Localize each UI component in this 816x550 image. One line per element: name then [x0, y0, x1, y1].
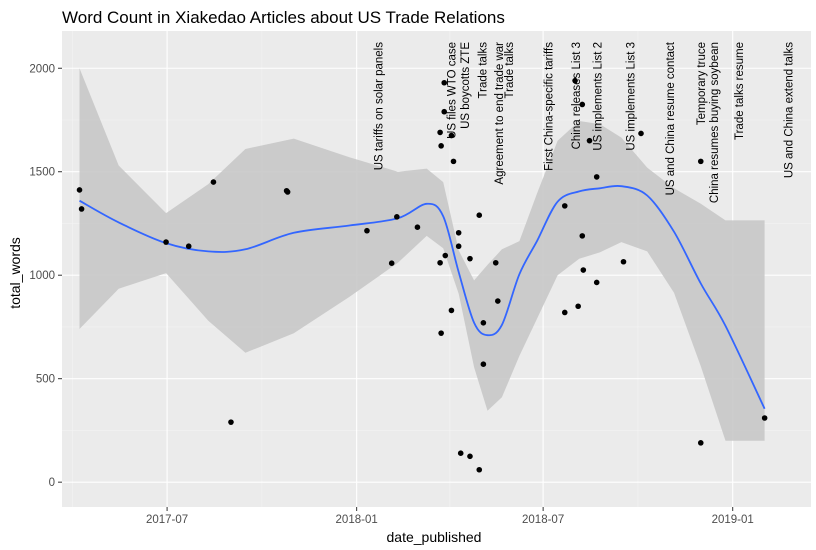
y-tick-label: 1000 [29, 270, 55, 282]
data-point [448, 132, 455, 139]
data-point [450, 158, 457, 165]
x-tick-label: 2018-07 [522, 514, 564, 526]
data-point [480, 361, 487, 368]
y-tick-label: 0 [49, 477, 55, 489]
data-point [638, 130, 644, 137]
data-point [394, 214, 400, 220]
data-point [476, 212, 483, 218]
smooth-trend [79, 184, 766, 410]
data-point [476, 466, 483, 473]
data-point [438, 330, 444, 336]
data-point [185, 243, 192, 250]
data-point [579, 101, 586, 108]
data-point [414, 224, 421, 230]
x-tick-label: 2018-01 [336, 514, 378, 526]
data-point [441, 79, 448, 86]
data-point [495, 298, 501, 304]
event-label: First China-specific tariffs [543, 42, 555, 171]
x-axis-title: date_published [387, 529, 482, 545]
event-label: Trade talks [477, 42, 489, 99]
data-point [480, 320, 487, 326]
data-point [467, 255, 473, 262]
event-label: US and China extend talks [783, 42, 795, 178]
data-points [76, 77, 768, 473]
data-point [561, 309, 568, 316]
data-point [364, 227, 370, 234]
y-axis-title: total_words [7, 237, 23, 309]
event-label: US and China resume contact [665, 41, 677, 195]
data-point [580, 267, 587, 273]
data-point [620, 258, 627, 265]
data-point [579, 233, 586, 239]
data-point [697, 440, 704, 446]
data-point [593, 174, 600, 180]
data-point [284, 189, 291, 195]
data-point [442, 252, 449, 259]
event-label: Temporary truce [696, 42, 708, 125]
data-point [228, 419, 234, 425]
event-label: US files WTO case [446, 42, 458, 139]
data-point [455, 229, 462, 236]
event-label: US boycotts ZTE [460, 42, 472, 129]
data-point [572, 77, 578, 84]
data-point [586, 137, 593, 144]
chart-title: Word Count in Xiakedao Articles about US… [62, 8, 505, 27]
event-label: Trade talks [504, 42, 516, 99]
data-point [697, 158, 704, 165]
event-label: US tariffs on solar panels [373, 42, 385, 171]
confidence-band [79, 68, 765, 441]
event-label: China releases List 3 [571, 42, 583, 149]
x-tick-label: 2019-01 [712, 514, 754, 526]
axes: 0 500 1000 1500 2000 2017-07 2018-01 2018-07 201… [29, 63, 753, 526]
event-label: US implements List 3 [626, 42, 638, 151]
data-point [441, 108, 448, 115]
data-point [78, 206, 85, 212]
event-labels: US tariffs on solar panels US files WTO c… [373, 41, 795, 203]
data-point [561, 203, 568, 209]
data-point [438, 143, 444, 149]
x-tick-label: 2017-07 [146, 514, 188, 526]
confidence-band-area [79, 68, 765, 441]
data-point [492, 259, 499, 266]
data-point [76, 187, 83, 193]
data-point [593, 279, 600, 286]
event-label: Agreement to end trade war [494, 42, 506, 185]
data-point [448, 307, 455, 314]
y-tick-label: 2000 [29, 63, 55, 75]
data-point [437, 129, 443, 136]
data-point [467, 453, 473, 460]
data-point [437, 259, 443, 266]
data-point [163, 239, 169, 245]
event-label: China resumes buying soybean [709, 42, 721, 203]
event-label: US implements List 2 [593, 42, 605, 151]
event-label: Trade talks resume [734, 42, 746, 140]
data-point [761, 415, 768, 421]
data-point [388, 260, 395, 267]
data-point [575, 303, 581, 310]
smooth-trend-line [79, 184, 766, 410]
y-tick-label: 500 [36, 374, 55, 386]
data-point [457, 450, 464, 456]
data-point [455, 243, 462, 250]
y-tick-label: 1500 [29, 167, 55, 179]
data-point [210, 179, 217, 185]
